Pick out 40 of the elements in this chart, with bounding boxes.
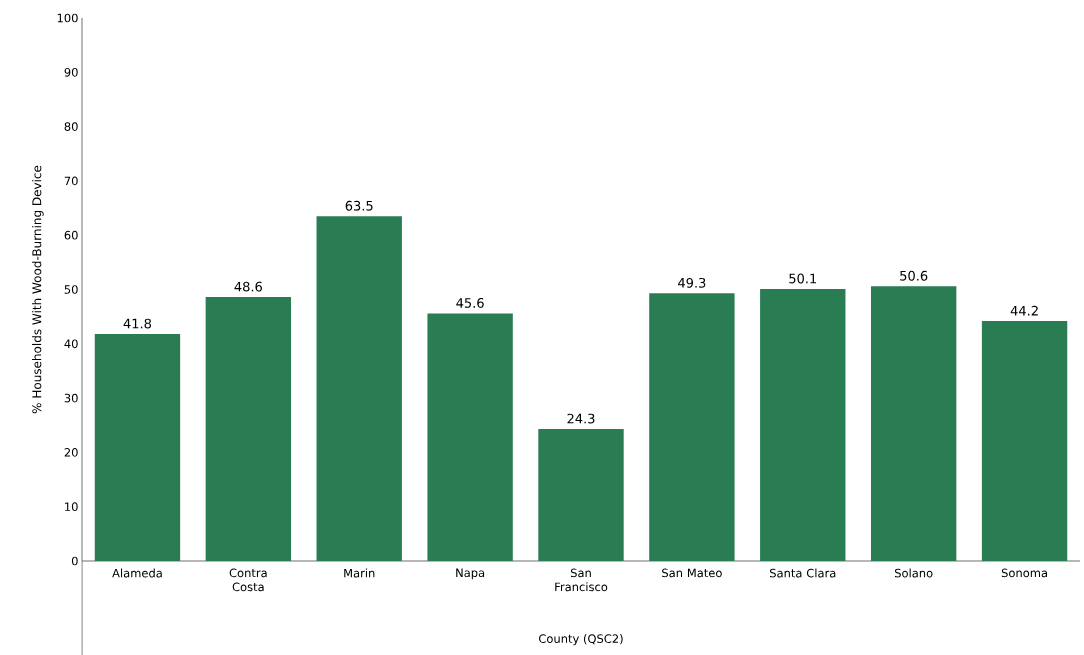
- bar: [981, 320, 1068, 561]
- x-tick-label: Solano: [894, 568, 933, 578]
- data-label: 44.2: [1010, 305, 1038, 316]
- bar: [870, 286, 957, 561]
- y-tick-label: 30: [64, 393, 78, 403]
- data-label: 50.6: [900, 270, 928, 281]
- x-tick-label: Marin: [344, 568, 375, 578]
- y-axis-title: % Households With Wood-Burning Device: [32, 165, 44, 414]
- y-tick-label: 50: [64, 285, 78, 294]
- x-tick-label: Contra Costa: [229, 568, 267, 592]
- data-label: 49.3: [678, 277, 706, 288]
- bar: [538, 429, 624, 561]
- x-tick-label: Sonoma: [1001, 568, 1047, 578]
- bar: [649, 293, 735, 561]
- x-axis-title: County (QSC2): [539, 634, 623, 646]
- x-tick-label: San Mateo: [662, 568, 722, 578]
- y-tick-label: 0: [71, 556, 78, 566]
- data-label: 45.6: [456, 298, 484, 308]
- y-tick-label: 70: [64, 176, 78, 186]
- data-label: 63.5: [345, 200, 373, 211]
- y-tick-label: 10: [65, 502, 78, 512]
- bar: [94, 334, 181, 561]
- data-label: 48.6: [234, 281, 262, 292]
- y-tick-label: 80: [64, 122, 78, 131]
- data-label: 41.8: [123, 318, 152, 329]
- y-tick-label: 20: [64, 448, 78, 457]
- bar: [316, 216, 402, 561]
- x-tick-label: Alameda: [112, 568, 162, 578]
- y-tick-label: 40: [64, 339, 78, 349]
- x-tick-label: San Francisco: [555, 568, 608, 592]
- bar: [760, 288, 846, 561]
- y-tick-label: 60: [64, 230, 78, 240]
- bar: [205, 297, 292, 561]
- bar: [427, 313, 513, 561]
- y-tick-label: 100: [57, 13, 78, 23]
- y-tick-label: 90: [64, 67, 78, 77]
- x-tick-label: Napa: [456, 568, 485, 580]
- data-label: 24.3: [567, 413, 595, 424]
- data-label: 50.1: [789, 273, 817, 284]
- x-tick-label: Santa Clara: [770, 568, 836, 578]
